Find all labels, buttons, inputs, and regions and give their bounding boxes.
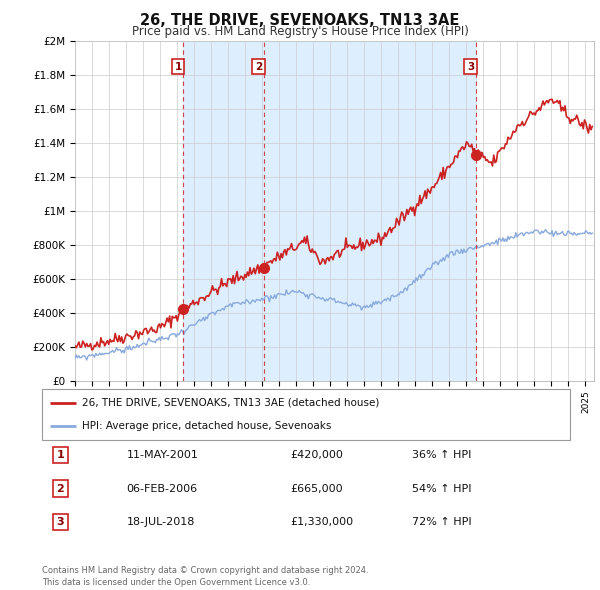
Text: 26, THE DRIVE, SEVENOAKS, TN13 3AE (detached house): 26, THE DRIVE, SEVENOAKS, TN13 3AE (deta… — [82, 398, 379, 408]
Text: 2: 2 — [56, 484, 64, 493]
FancyBboxPatch shape — [42, 389, 570, 440]
Text: 11-MAY-2001: 11-MAY-2001 — [127, 450, 199, 460]
Text: £420,000: £420,000 — [290, 450, 343, 460]
Text: 3: 3 — [56, 517, 64, 527]
Bar — [264, 41, 476, 381]
Text: 3: 3 — [467, 62, 474, 72]
Bar — [183, 41, 264, 381]
Text: Price paid vs. HM Land Registry's House Price Index (HPI): Price paid vs. HM Land Registry's House … — [131, 25, 469, 38]
Text: HPI: Average price, detached house, Sevenoaks: HPI: Average price, detached house, Seve… — [82, 421, 331, 431]
Text: 72% ↑ HPI: 72% ↑ HPI — [412, 517, 471, 527]
Text: Contains HM Land Registry data © Crown copyright and database right 2024.
This d: Contains HM Land Registry data © Crown c… — [42, 566, 368, 587]
Text: £665,000: £665,000 — [290, 484, 343, 493]
Text: £1,330,000: £1,330,000 — [290, 517, 353, 527]
Text: 36% ↑ HPI: 36% ↑ HPI — [412, 450, 471, 460]
Text: 2: 2 — [255, 62, 262, 72]
Text: 26, THE DRIVE, SEVENOAKS, TN13 3AE: 26, THE DRIVE, SEVENOAKS, TN13 3AE — [140, 13, 460, 28]
Text: 18-JUL-2018: 18-JUL-2018 — [127, 517, 195, 527]
Text: 54% ↑ HPI: 54% ↑ HPI — [412, 484, 471, 493]
Text: 1: 1 — [175, 62, 182, 72]
Text: 1: 1 — [56, 450, 64, 460]
Text: 06-FEB-2006: 06-FEB-2006 — [127, 484, 197, 493]
